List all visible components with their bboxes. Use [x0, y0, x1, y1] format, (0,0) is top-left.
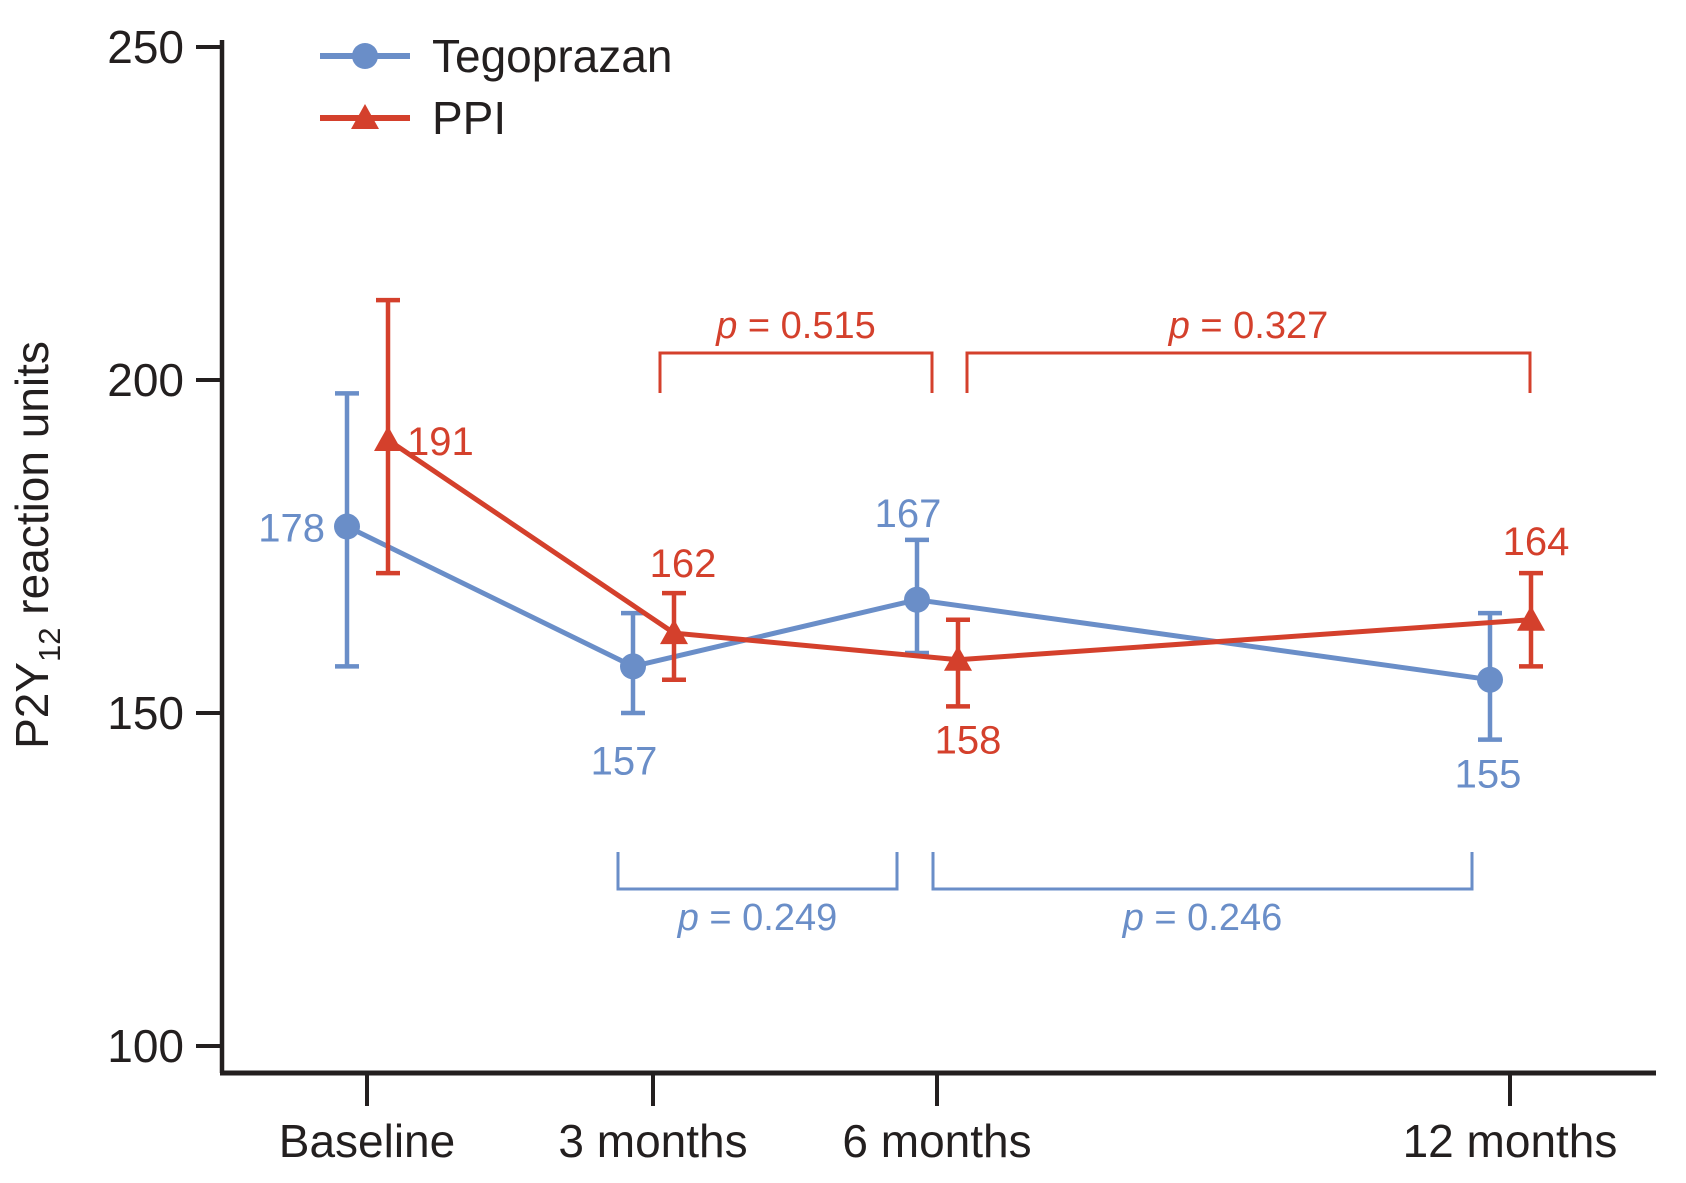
triangle-marker	[351, 104, 379, 129]
p-value-bracket	[616, 852, 899, 891]
p-value-label-value: = 0.327	[1190, 305, 1328, 347]
triangle-marker	[374, 425, 402, 451]
series-line-tegoprazan	[345, 524, 1491, 683]
p-value-label-value: = 0.515	[737, 305, 875, 347]
legend: Tegoprazan PPI	[320, 30, 672, 144]
data-value-label: 158	[935, 719, 1002, 763]
data-value-label: 167	[875, 492, 942, 536]
y-tick-label: 200	[107, 354, 184, 406]
circle-marker	[334, 513, 360, 540]
data-value-label: 178	[258, 507, 325, 551]
y-axis-title-rest: reaction units	[6, 341, 58, 627]
axes-layer: 250 200 150 100 Baseline 3 months 6 months 12 m…	[6, 21, 1656, 1167]
p-value-label-value: = 0.246	[1144, 897, 1282, 939]
series-line-ppi	[386, 437, 1532, 663]
p-value-bracket	[965, 351, 1532, 393]
p-value-label-p: p	[1122, 897, 1144, 939]
y-axis-title-subscript: 12	[32, 627, 67, 661]
p-value-label: p = 0.249	[677, 897, 838, 939]
circle-marker	[620, 653, 646, 680]
circle-marker	[352, 43, 378, 69]
data-value-label: 191	[407, 420, 474, 464]
x-tick-label: Baseline	[279, 1115, 455, 1167]
triangle-marker	[660, 619, 688, 645]
y-axis-title-main: P2Y	[6, 662, 58, 749]
y-tick-label: 100	[107, 1020, 184, 1072]
legend-label: PPI	[432, 92, 506, 144]
p-value-bracket	[931, 852, 1474, 891]
p-value-label-p: p	[715, 305, 737, 347]
triangle-marker	[1517, 605, 1545, 631]
y-tick-label: 250	[107, 21, 184, 73]
legend-label: Tegoprazan	[432, 30, 672, 82]
y-axis-title: P2Y12 reaction units	[6, 341, 67, 749]
data-value-label: 157	[591, 739, 658, 783]
triangle-marker	[944, 645, 972, 671]
data-labels-layer: 178 157 167 155 191 162 158 164	[258, 420, 1569, 797]
circle-marker	[904, 586, 930, 613]
data-value-label: 155	[1455, 753, 1522, 797]
x-tick-label: 3 months	[558, 1115, 747, 1167]
data-value-label: 162	[650, 542, 717, 586]
p-value-label: p = 0.515	[715, 305, 876, 347]
p-value-label: p = 0.246	[1122, 897, 1283, 939]
data-value-label: 164	[1503, 520, 1570, 564]
p-value-label-p: p	[677, 897, 699, 939]
p-value-label-value: = 0.249	[699, 897, 837, 939]
p-value-bracket	[658, 351, 934, 393]
x-tick-label: 6 months	[842, 1115, 1031, 1167]
p-value-label: p = 0.327	[1168, 305, 1329, 347]
series-layer	[334, 297, 1545, 742]
y-tick-label: 150	[107, 687, 184, 739]
x-tick-label: 12 months	[1403, 1115, 1618, 1167]
p-value-label-p: p	[1168, 305, 1190, 347]
circle-marker	[1477, 666, 1503, 693]
